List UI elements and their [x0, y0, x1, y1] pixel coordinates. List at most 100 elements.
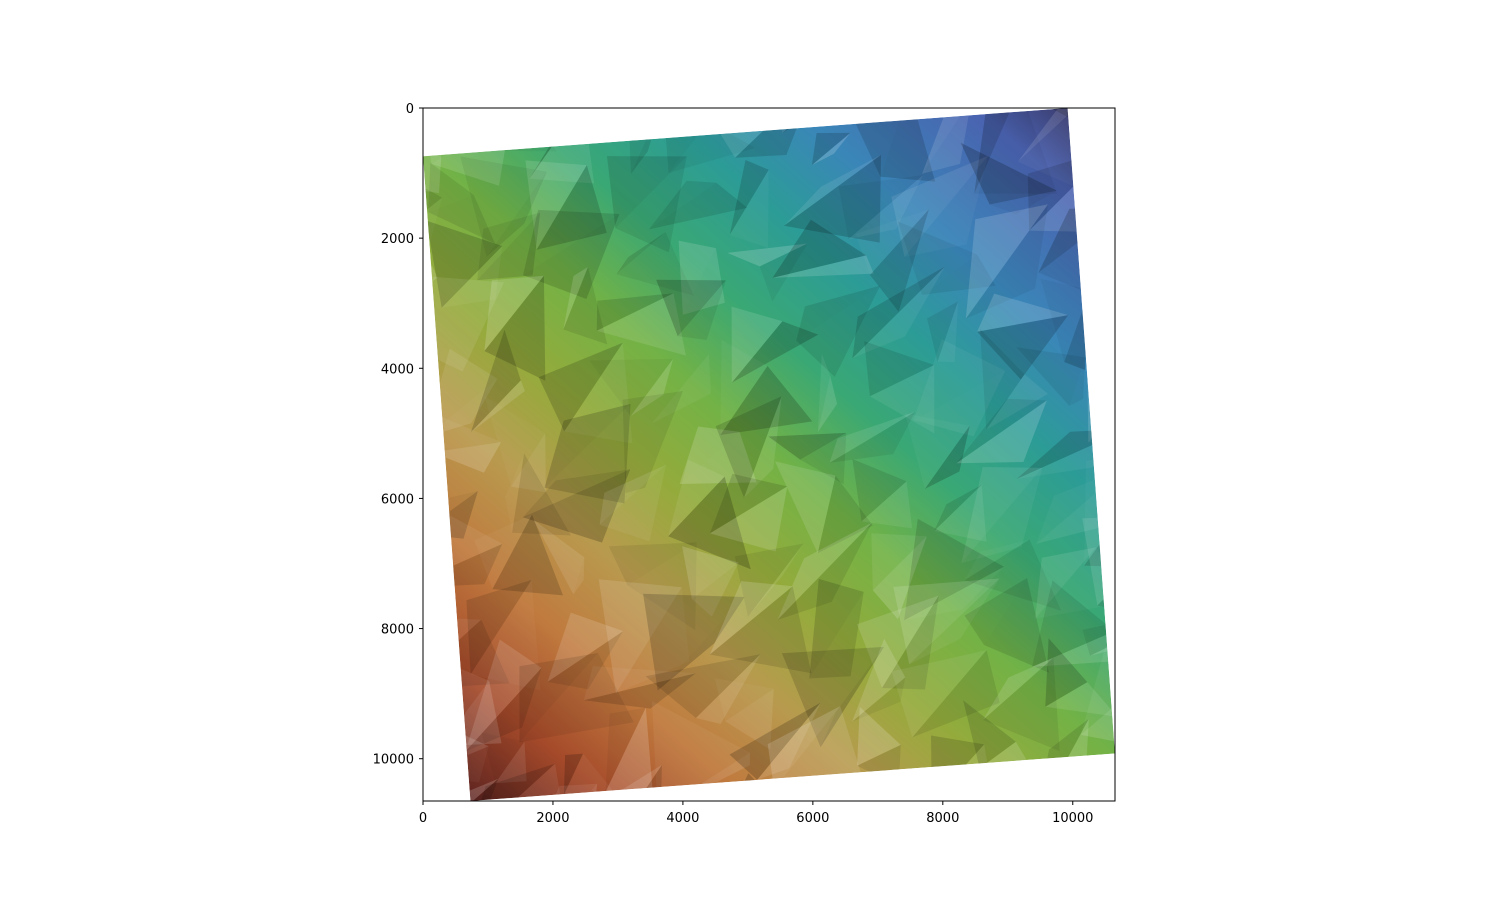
hillshade-facet — [922, 254, 996, 295]
hillshade-facet — [1105, 227, 1115, 305]
hillshade-facet — [986, 374, 1048, 430]
hillshade-facet — [563, 266, 608, 345]
hillshade-facet — [1045, 682, 1115, 717]
y-tick-label: 0 — [406, 102, 414, 117]
hillshade-facet — [627, 542, 697, 631]
hillshade-facet — [817, 475, 873, 554]
hillshade-facet — [1161, 779, 1208, 831]
hillshade-facet — [713, 813, 786, 859]
hillshade-facet — [1080, 646, 1115, 735]
hillshade-facet — [598, 579, 682, 694]
hillshade-facet — [772, 219, 867, 278]
hillshade-facet — [608, 542, 697, 586]
hillshade-facet — [748, 543, 804, 617]
hillshade-facet — [759, 243, 808, 302]
hillshade-facet — [722, 873, 802, 900]
hillshade-facet — [1080, 648, 1115, 749]
hillshade-facet — [729, 160, 769, 235]
hillshade-facet — [852, 459, 907, 522]
hillshade-facet — [433, 31, 489, 107]
x-axis: 0 2000 4000 6000 8000 10000 — [419, 801, 1093, 826]
axes-frame — [422, 107, 1116, 802]
hillshade-facet — [467, 763, 573, 801]
hillshade-facet — [744, 396, 782, 498]
hillshade-facet — [861, 481, 913, 529]
hillshade-facet — [1081, 108, 1115, 130]
hillshade-facet — [965, 204, 1049, 319]
hillshade-facet — [615, 156, 687, 253]
hillshade-facet — [583, 673, 696, 709]
y-axis: 0 2000 4000 6000 8000 10000 — [373, 102, 423, 768]
hillshade-facet — [481, 732, 525, 784]
hillshade-facet — [538, 342, 623, 432]
hillshade-facet — [1140, 703, 1229, 784]
hillshade-facet — [897, 221, 978, 295]
hillshade-facet — [423, 282, 431, 370]
hillshade-facet — [553, 874, 603, 900]
hillshade-facet — [522, 469, 631, 543]
hillshade-facet — [476, 864, 541, 896]
hillshade-facet — [1116, 159, 1188, 205]
hillshade-facet — [426, 276, 504, 358]
hillshade-facet — [709, 486, 788, 552]
hillshade-facet — [423, 601, 436, 691]
hillshade-facet — [731, 321, 819, 383]
hillshade-facet — [536, 165, 607, 250]
hillshade-facet — [1182, 650, 1208, 730]
hillshade-facet — [1116, 179, 1188, 222]
hillshade-facet — [605, 863, 688, 900]
hillshade-facet — [668, 459, 725, 537]
hillshade-facet — [709, 473, 788, 534]
hillshade-facet — [616, 587, 690, 694]
hillshade-facet — [1035, 547, 1097, 619]
hillshade-facet — [817, 353, 831, 433]
hillshade-facet — [809, 578, 864, 679]
hillshade-facet — [937, 301, 959, 363]
hillshade-facet — [583, 666, 696, 701]
hillshade-facet — [667, 108, 730, 127]
hillshade-facet — [957, 21, 1031, 100]
hillshade-facet — [1169, 69, 1232, 131]
hillshade-facet — [547, 631, 624, 690]
hillshade-facet — [1125, 318, 1185, 377]
hillshade-facet — [777, 522, 873, 620]
hillshade-facet — [869, 365, 935, 434]
hillshade-facet — [599, 464, 667, 525]
hillshade-facet — [959, 792, 1045, 801]
x-tick-label: 2000 — [536, 811, 569, 826]
hillshade-facet — [838, 175, 924, 240]
hillshade-facet — [648, 182, 748, 230]
x-tick-label: 0 — [419, 811, 427, 826]
hillshade-facet — [1167, 703, 1230, 818]
hillshade-facet — [880, 855, 942, 900]
hillshade-facet — [1087, 437, 1182, 462]
hillshade-facet — [960, 829, 1047, 900]
hillshade-facet — [432, 442, 502, 473]
hillshade-facet — [924, 425, 970, 489]
hillshade-facet — [596, 293, 674, 331]
hillshade-facet — [423, 601, 436, 691]
hillshade-facet — [731, 306, 783, 383]
hillshade-facet — [649, 869, 722, 900]
hillshade-facet — [695, 654, 761, 724]
hillshade-facet — [443, 852, 482, 900]
hillshade-facet — [980, 328, 1025, 430]
hillshade-facet — [523, 209, 620, 276]
hillshade-facet — [913, 370, 1006, 437]
hillshade-facet — [927, 301, 959, 362]
y-tick-label: 6000 — [381, 492, 414, 507]
hillshade-facet — [934, 484, 987, 542]
hillshade-facet — [423, 791, 447, 801]
hillshade-facet — [351, 655, 423, 745]
hillshade-facet — [767, 706, 841, 790]
hillshade-facet — [964, 578, 1027, 645]
hillshade-facet — [432, 22, 485, 89]
hillshade-facet — [1177, 152, 1246, 223]
hillshade-facet — [774, 461, 836, 554]
hillshade-facet — [358, 32, 402, 109]
hillshade-facet — [986, 829, 1046, 900]
hillshade-facet — [512, 453, 571, 536]
hillshade-facet — [547, 612, 624, 682]
hillshade-facet — [783, 154, 881, 243]
hillshade-facet — [1040, 278, 1090, 362]
